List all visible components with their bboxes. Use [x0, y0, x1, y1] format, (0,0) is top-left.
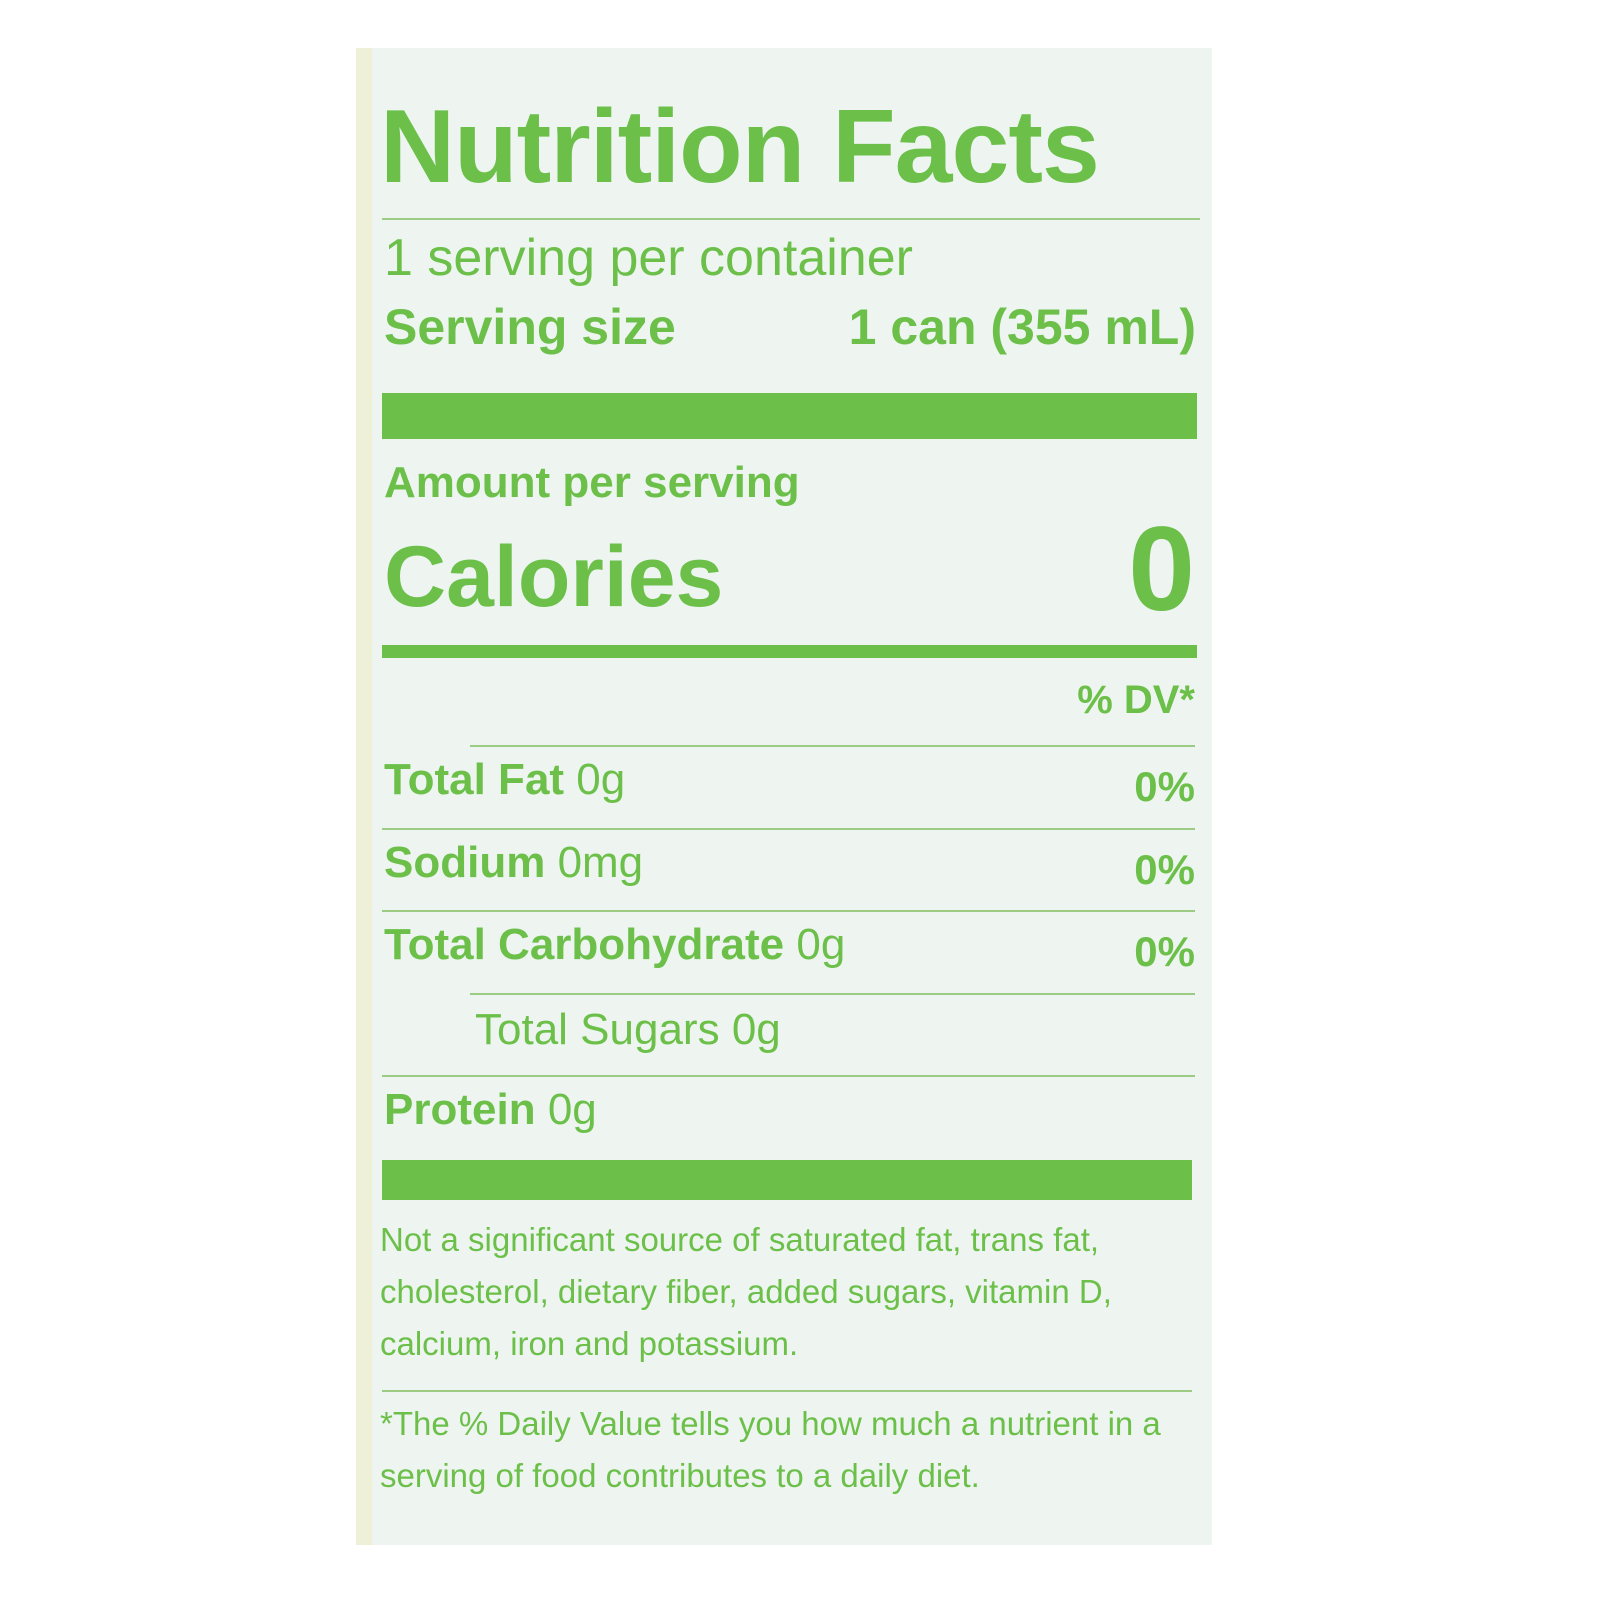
divider — [382, 910, 1195, 912]
thick-bar — [382, 1160, 1192, 1200]
nutrient-amount: 0mg — [557, 838, 644, 887]
amount-header: Amount per serving — [384, 458, 800, 507]
nutrient-name: Total Sugars — [475, 1005, 720, 1054]
nutrition-label — [372, 48, 1212, 1545]
calories-value: 0 — [1128, 502, 1195, 636]
calories-label: Calories — [384, 529, 724, 625]
serving-size: Serving size 1 can (355 mL) — [384, 298, 1196, 356]
medium-bar — [382, 645, 1197, 658]
nutrient-row: Total Carbohydrate 0g — [384, 920, 845, 970]
nutrient-dv: 0% — [1134, 763, 1195, 810]
serving-size-label: Serving size — [384, 299, 676, 355]
nutrient-name: Total Carbohydrate — [384, 920, 785, 969]
nutrient-row: Sodium 0mg — [384, 838, 643, 888]
nutrient-row: Total Fat 0g — [384, 755, 625, 805]
nutrient-dv: 0% — [1134, 928, 1195, 975]
nutrient-name: Total Fat — [384, 755, 565, 804]
title: Nutrition Facts — [380, 89, 1100, 205]
dv-header: % DV* — [1077, 678, 1195, 722]
footnote-sources: Not a significant source of saturated fa… — [380, 1221, 1112, 1362]
nutrient-amount: 0g — [547, 1085, 597, 1134]
footnote-dv: *The % Daily Value tells you how much a … — [380, 1405, 1161, 1494]
nutrient-amount: 0g — [576, 755, 626, 804]
nutrient-amount: 0g — [796, 920, 846, 969]
divider — [382, 1390, 1192, 1392]
nutrient-row: Protein 0g — [384, 1085, 597, 1135]
divider — [382, 218, 1200, 220]
nutrient-name: Protein — [384, 1085, 536, 1134]
thick-bar — [382, 393, 1197, 439]
divider — [382, 1075, 1195, 1077]
divider — [382, 828, 1195, 830]
divider — [470, 745, 1195, 747]
divider — [470, 993, 1195, 995]
nutrient-amount: 0g — [731, 1005, 781, 1054]
nutrient-name: Sodium — [384, 838, 546, 887]
nutrient-dv: 0% — [1134, 846, 1195, 893]
servings: 1 serving per container — [384, 229, 913, 287]
nutrient-row: Total Sugars 0g — [475, 1005, 781, 1055]
serving-size-value: 1 can (355 mL) — [848, 299, 1196, 355]
